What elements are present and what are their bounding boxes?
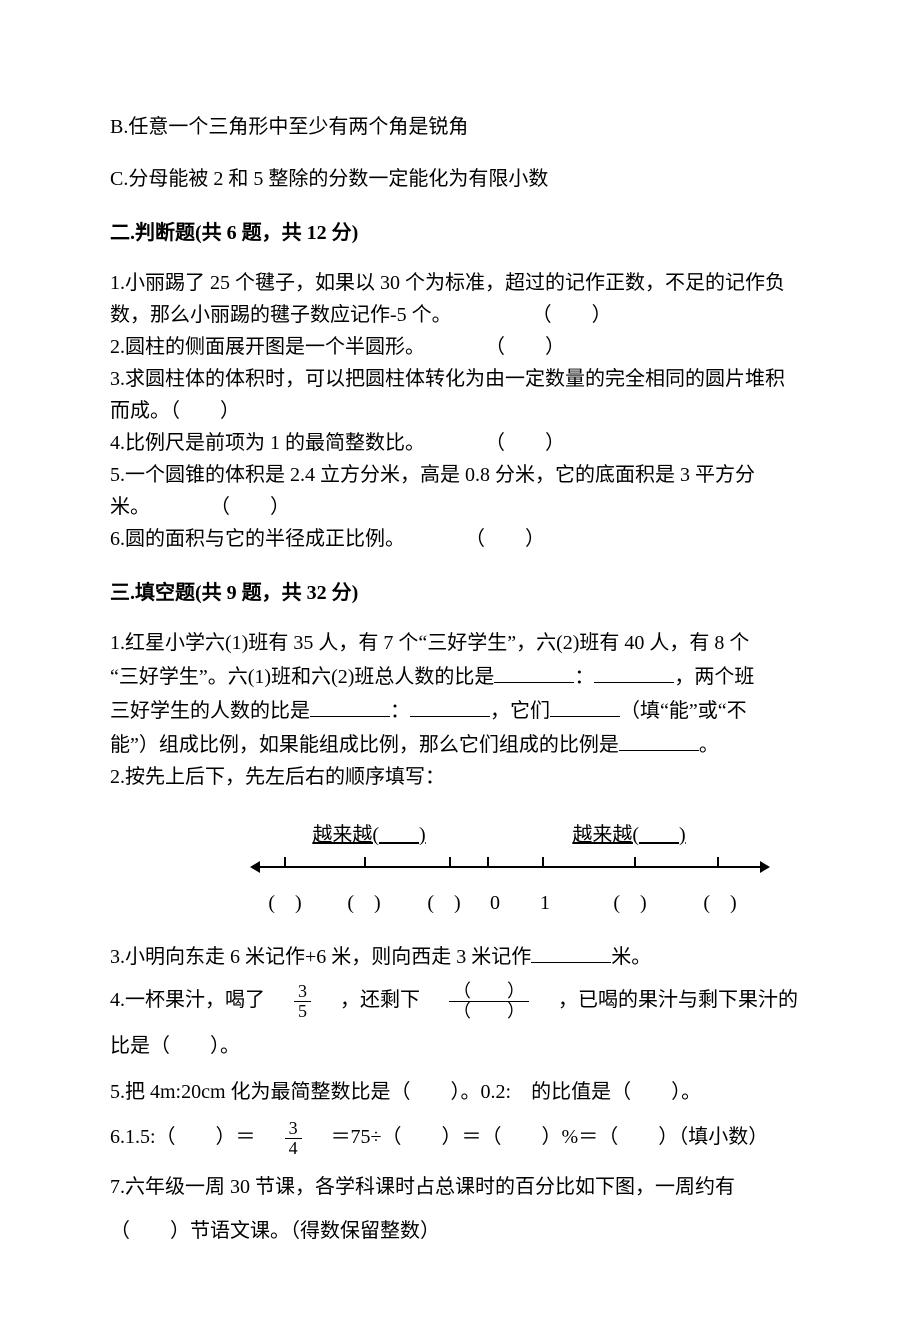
nl-label: ( ): [680, 888, 760, 918]
denominator: 5: [294, 1001, 311, 1021]
nl-label: 0: [480, 888, 510, 918]
text: 4.一杯果汁，喝了: [110, 989, 285, 1011]
numerator: （ ）: [449, 982, 529, 1001]
judge-q1-line2: 数，那么小丽踢的毽子数应记作-5 个。 （ ）: [110, 300, 810, 330]
fraction-3-5: 35: [294, 982, 311, 1021]
fraction-blank: （ ）（ ）: [449, 982, 529, 1021]
text: 6.1.5:（ ）＝: [110, 1126, 276, 1148]
judge-q2: 2.圆柱的侧面展开图是一个半圆形。 （ ）: [110, 332, 810, 362]
blank: [310, 694, 390, 717]
option-b: B.任意一个三角形中至少有两个角是锐角: [110, 112, 810, 142]
text: ，已喝的果汁与剩下果汁的: [538, 989, 798, 1011]
judge-q3-line1: 3.求圆柱体的体积时，可以把圆柱体转化为由一定数量的完全相同的圆片堆积: [110, 364, 810, 394]
text: 。: [699, 734, 719, 756]
blank: [410, 694, 490, 717]
judge-q1-line1: 1.小丽踢了 25 个毽子，如果以 30 个为标准，超过的记作正数，不足的记作负: [110, 268, 810, 298]
fill-q1-line2: “三好学生”。六(1)班和六(2)班总人数的比是 ： ，两个班: [110, 660, 810, 692]
nl-left-label: 越来越( ): [312, 824, 425, 846]
fill-q1-line1: 1.红星小学六(1)班有 35 人，有 7 个“三好学生”，六(2)班有 40 …: [110, 628, 810, 658]
denominator: （ ）: [449, 1001, 529, 1021]
fill-q7-line2: （ ）节语文课。（得数保留整数）: [110, 1216, 810, 1246]
nl-label: ( ): [580, 888, 680, 918]
fill-q6: 6.1.5:（ ）＝ 34 ＝75÷（ ）＝（ ）%＝（ ）（填小数）: [110, 1119, 810, 1158]
fill-q1-line3: 三好学生的人数的比是 ： ，它们 （填“能”或“不: [110, 694, 810, 726]
nl-label: ( ): [320, 888, 408, 918]
judge-q5-line1: 5.一个圆锥的体积是 2.4 立方分米，高是 0.8 分米，它的底面积是 3 平…: [110, 460, 810, 490]
nl-label: ( ): [250, 888, 320, 918]
text: ：: [574, 666, 594, 688]
nl-label: 1: [510, 888, 580, 918]
fraction-3-4: 34: [285, 1119, 302, 1158]
numerator: 3: [294, 982, 311, 1001]
fill-q2: 2.按先上后下，先左后右的顺序填写：: [110, 762, 810, 792]
text: 3.小明向东走 6 米记作+6 米，则向西走 3 米记作: [110, 946, 531, 968]
option-c: C.分母能被 2 和 5 整除的分数一定能化为有限小数: [110, 164, 810, 194]
blank: [550, 694, 620, 717]
denominator: 4: [285, 1138, 302, 1158]
numerator: 3: [285, 1119, 302, 1138]
fill-q3: 3.小明向东走 6 米记作+6 米，则向西走 3 米记作 米。: [110, 940, 810, 972]
blank: [494, 660, 574, 683]
fill-q4-line2: 比是（ ）。: [110, 1031, 810, 1061]
text: 米。: [611, 946, 651, 968]
text: 三好学生的人数的比是: [110, 700, 310, 722]
text: ：: [390, 700, 410, 722]
blank: [594, 660, 674, 683]
fill-q1-line4: 能”）组成比例，如果能组成比例，那么它们组成的比例是 。: [110, 728, 810, 760]
text: “三好学生”。六(1)班和六(2)班总人数的比是: [110, 666, 494, 688]
text: ，它们: [490, 700, 550, 722]
text: 能”）组成比例，如果能组成比例，那么它们组成的比例是: [110, 734, 619, 756]
section-3-header: 三.填空题(共 9 题，共 32 分): [110, 578, 810, 608]
text: ＝75÷（ ）＝（ ）%＝（ ）（填小数）: [311, 1126, 769, 1148]
blank: [531, 940, 611, 963]
number-line-svg: [250, 852, 770, 882]
text: ，两个班: [674, 666, 754, 688]
judge-q5-line2: 米。 （ ）: [110, 492, 810, 522]
nl-label: ( ): [408, 888, 480, 918]
text: ，还剩下: [320, 989, 440, 1011]
judge-q4: 4.比例尺是前项为 1 的最简整数比。 （ ）: [110, 428, 810, 458]
text: （填“能”或“不: [620, 700, 747, 722]
judge-q3-line2: 而成。（ ）: [110, 396, 810, 426]
blank: [619, 728, 699, 751]
fill-q7-line1: 7.六年级一周 30 节课，各学科课时占总课时的百分比如下图，一周约有: [110, 1172, 810, 1202]
number-line-figure: 越来越( ) 越来越( ) ( ) ( ) ( ) 0 1 ( ) ( ): [250, 820, 770, 918]
judge-q6: 6.圆的面积与它的半径成正比例。 （ ）: [110, 524, 810, 554]
section-2-header: 二.判断题(共 6 题，共 12 分): [110, 218, 810, 248]
fill-q4-line1: 4.一杯果汁，喝了 35 ，还剩下 （ ）（ ） ，已喝的果汁与剩下果汁的: [110, 982, 810, 1021]
fill-q5: 5.把 4m:20cm 化为最简整数比是（ ）。0.2: 的比值是（ ）。: [110, 1077, 810, 1107]
nl-right-label: 越来越( ): [572, 824, 685, 846]
